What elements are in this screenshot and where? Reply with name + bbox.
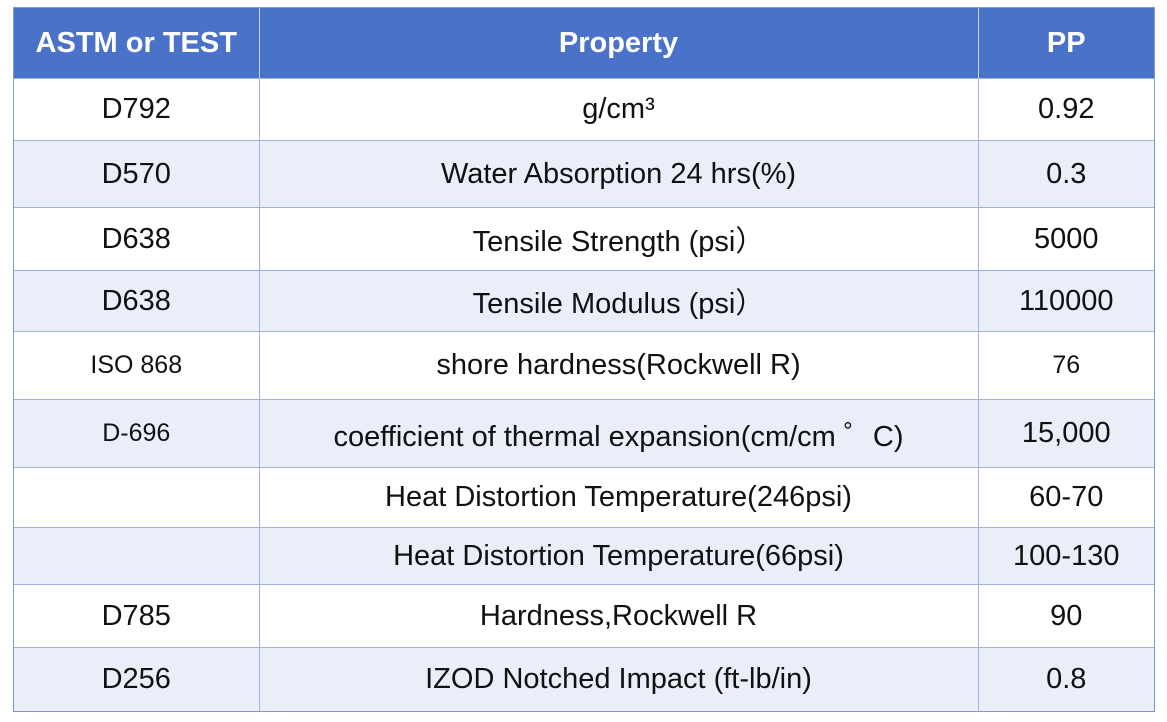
cell-test: D256: [14, 647, 260, 711]
cell-pp: 90: [978, 584, 1154, 648]
cell-test: D792: [14, 78, 260, 141]
cell-test: D638: [14, 207, 260, 271]
cell-pp: 0.92: [978, 78, 1154, 141]
cell-test: D570: [14, 140, 260, 208]
cell-test: D-696: [14, 399, 260, 468]
cell-property: IZOD Notched Impact (ft-lb/in): [259, 647, 979, 711]
cell-property: Water Absorption 24 hrs(%): [259, 140, 979, 208]
cell-pp: 60-70: [978, 467, 1154, 528]
header-astm-test: ASTM or TEST: [14, 8, 260, 79]
cell-test: D785: [14, 584, 260, 648]
cell-property: Hardness,Rockwell R: [259, 584, 979, 648]
table-row: D638 Tensile Modulus (psi） 110000: [14, 270, 1154, 332]
cell-property: g/cm³: [259, 78, 979, 141]
cell-pp: 15,000: [978, 399, 1154, 468]
cell-property: Tensile Strength (psi）: [259, 207, 979, 271]
table-row: ISO 868 shore hardness(Rockwell R) 76: [14, 331, 1154, 400]
table-row: Heat Distortion Temperature(66psi) 100-1…: [14, 527, 1154, 585]
cell-pp: 76: [978, 331, 1154, 400]
cell-property: Heat Distortion Temperature(66psi): [259, 527, 979, 585]
cell-property: shore hardness(Rockwell R): [259, 331, 979, 400]
cell-test: [14, 527, 260, 585]
cell-test: ISO 868: [14, 331, 260, 400]
cell-pp: 110000: [978, 270, 1154, 332]
table-row: D638 Tensile Strength (psi） 5000: [14, 207, 1154, 271]
cell-test: [14, 467, 260, 528]
cell-test: D638: [14, 270, 260, 332]
table-row: D570 Water Absorption 24 hrs(%) 0.3: [14, 140, 1154, 208]
property-table-container: ASTM or TEST Property PP D792 g/cm³ 0.92…: [13, 7, 1155, 712]
table-row: D785 Hardness,Rockwell R 90: [14, 584, 1154, 648]
table-row: Heat Distortion Temperature(246psi) 60-7…: [14, 467, 1154, 528]
cell-property: Heat Distortion Temperature(246psi): [259, 467, 979, 528]
header-pp: PP: [978, 8, 1154, 79]
cell-pp: 0.3: [978, 140, 1154, 208]
cell-pp: 100-130: [978, 527, 1154, 585]
header-property: Property: [259, 8, 979, 79]
cell-property: coefficient of thermal expansion(cm/cm ゜…: [259, 399, 979, 468]
table-row: D256 IZOD Notched Impact (ft-lb/in) 0.8: [14, 647, 1154, 711]
cell-property: Tensile Modulus (psi）: [259, 270, 979, 332]
table-row: D-696 coefficient of thermal expansion(c…: [14, 399, 1154, 468]
table-header-row: ASTM or TEST Property PP: [14, 8, 1154, 79]
cell-pp: 5000: [978, 207, 1154, 271]
table-row: D792 g/cm³ 0.92: [14, 78, 1154, 141]
property-table: ASTM or TEST Property PP D792 g/cm³ 0.92…: [14, 8, 1154, 711]
cell-pp: 0.8: [978, 647, 1154, 711]
